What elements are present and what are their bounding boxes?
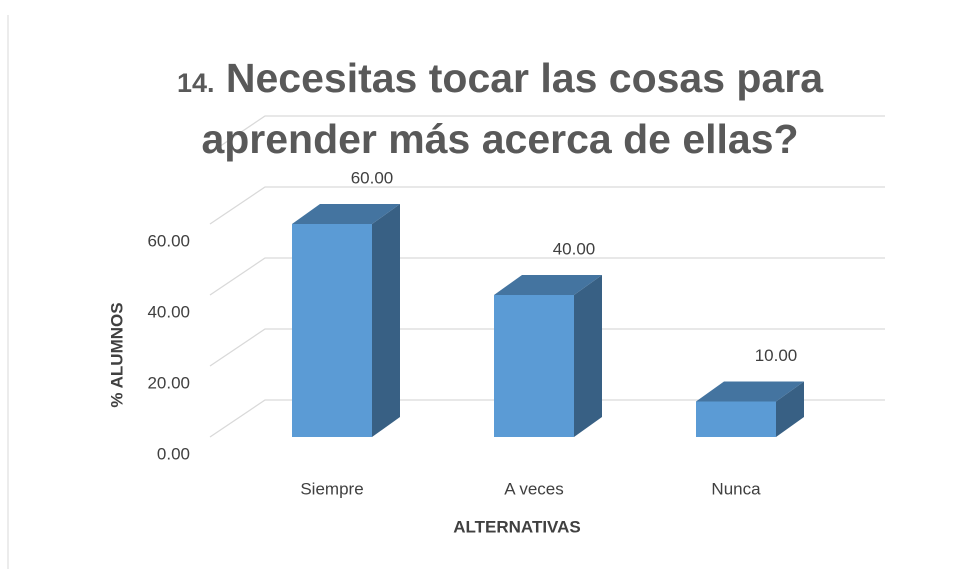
grid-line <box>209 328 885 367</box>
title-text: Necesitas tocar las cosas para aprender … <box>201 55 824 162</box>
y-tick-label: 40.00 <box>147 302 190 321</box>
chart-title: 14. Necesitas tocar las cosas para apren… <box>150 50 850 167</box>
data-label: 60.00 <box>351 168 394 187</box>
y-tick-label: 60.00 <box>147 231 190 250</box>
grid-line <box>209 186 885 225</box>
bar-front <box>494 295 574 437</box>
y-axis-title: % ALUMNOS <box>107 302 126 407</box>
bar <box>696 381 804 437</box>
bar-side <box>372 204 400 437</box>
title-number: 14. <box>176 68 215 98</box>
bar-top <box>696 381 804 402</box>
bar-front <box>696 401 776 437</box>
x-tick-label: A veces <box>504 479 564 498</box>
bar-side <box>574 275 602 437</box>
data-label: 10.00 <box>755 346 798 365</box>
bar <box>494 275 602 437</box>
x-tick-label: Nunca <box>711 479 761 498</box>
y-tick-label: 20.00 <box>147 373 190 392</box>
grid-line <box>209 399 885 438</box>
x-tick-label: Siempre <box>300 479 363 498</box>
bar <box>292 204 400 437</box>
data-label: 40.00 <box>553 239 596 258</box>
bar-side <box>776 381 804 437</box>
bar-top <box>292 204 400 224</box>
bar-front <box>292 224 372 437</box>
plot-top-edge <box>209 115 885 154</box>
y-tick-label: 0.00 <box>157 444 190 463</box>
bar-top <box>494 275 602 295</box>
grid-line <box>209 257 885 296</box>
x-axis-title: ALTERNATIVAS <box>453 517 581 536</box>
